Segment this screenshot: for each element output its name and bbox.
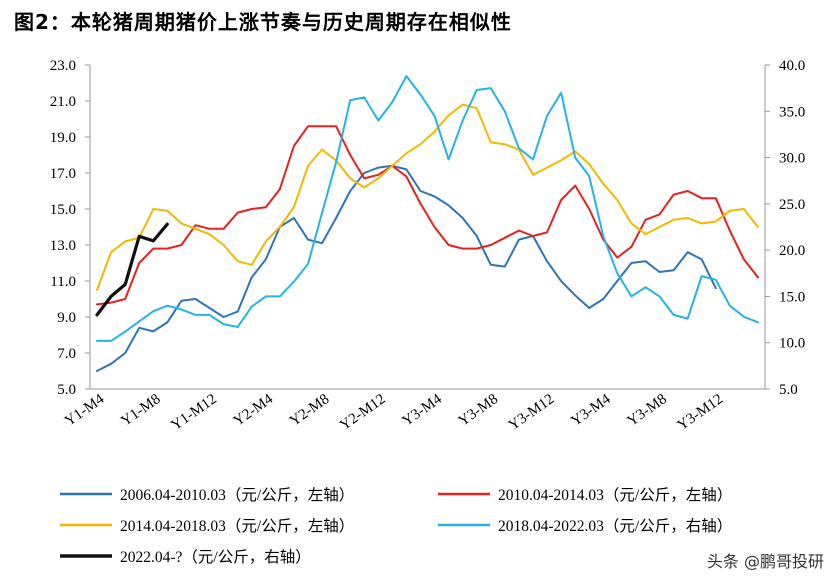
watermark: 头条 @鹏哥投研 <box>706 552 824 571</box>
chart-legend: 2006.04-2010.03（元/公斤，左轴） 2010.04-2014.03（… <box>60 486 732 566</box>
right-tick-label: 30.0 <box>779 151 805 167</box>
series-line-5 <box>95 222 169 317</box>
left-axis-ticks: 5.0 7.0 9.0 11.0 13.0 15.0 17.0 19.0 21.0 23.0 <box>50 58 90 398</box>
legend-item: 2018.04-2022.03（元/公斤，右轴） <box>438 517 732 535</box>
legend-label: 2022.04-?（元/公斤，右轴） <box>120 548 311 566</box>
legend-label: 2010.04-2014.03（元/公斤，左轴） <box>498 486 732 504</box>
series-group-3 <box>96 103 759 291</box>
left-tick-label: 7.0 <box>57 346 76 362</box>
series-group-5 <box>95 222 169 317</box>
legend-item: 2022.04-?（元/公斤，右轴） <box>60 548 311 566</box>
right-tick-label: 5.0 <box>779 382 798 398</box>
series-lines <box>95 75 759 372</box>
x-tick-label: Y3-M8 <box>624 391 669 429</box>
x-tick-label: Y3-M4 <box>399 391 445 430</box>
legend-item: 2010.04-2014.03（元/公斤，左轴） <box>438 486 732 504</box>
x-tick-label: Y2-M8 <box>287 391 332 429</box>
left-tick-label: 9.0 <box>57 310 76 326</box>
right-tick-label: 20.0 <box>779 243 805 259</box>
left-tick-label: 5.0 <box>57 382 76 398</box>
x-tick-label: Y3-M4 <box>568 391 614 430</box>
legend-label: 2018.04-2022.03（元/公斤，右轴） <box>498 517 732 535</box>
left-tick-label: 17.0 <box>50 166 76 182</box>
left-tick-label: 11.0 <box>50 274 76 290</box>
right-tick-label: 35.0 <box>779 104 805 120</box>
left-tick-label: 19.0 <box>50 130 76 146</box>
x-tick-label: Y2-M4 <box>231 391 277 430</box>
x-tick-label: Y1-M8 <box>118 391 163 429</box>
series-group-1 <box>96 164 717 372</box>
x-tick-label: Y1-M12 <box>168 391 220 434</box>
legend-label: 2006.04-2010.03（元/公斤，左轴） <box>120 486 354 504</box>
legend-item: 2014.04-2018.03（元/公斤，左轴） <box>60 517 354 535</box>
right-axis-ticks: 5.0 10.0 15.0 20.0 25.0 30.0 35.0 40.0 <box>765 58 805 398</box>
right-tick-label: 40.0 <box>779 58 805 74</box>
right-tick-label: 25.0 <box>779 197 805 213</box>
left-tick-label: 21.0 <box>50 94 76 110</box>
legend-item: 2006.04-2010.03（元/公斤，左轴） <box>60 486 354 504</box>
left-tick-label: 15.0 <box>50 202 76 218</box>
x-axis-ticks: Y1-M4 Y1-M8 Y1-M12 Y2-M4 Y2-M8 Y2-M12 Y3-M4 Y3-… <box>62 391 726 434</box>
x-tick-label: Y3-M12 <box>506 391 558 434</box>
right-tick-label: 15.0 <box>779 289 805 305</box>
legend-label: 2014.04-2018.03（元/公斤，左轴） <box>120 517 354 535</box>
chart-axes <box>89 65 766 390</box>
x-tick-label: Y3-M12 <box>675 391 727 434</box>
series-line-2 <box>96 125 759 306</box>
right-tick-label: 10.0 <box>779 336 805 352</box>
series-group-4 <box>96 75 759 342</box>
chart-title: 图2：本轮猪周期猪价上涨节奏与历史周期存在相似性 <box>14 10 512 34</box>
series-group-2 <box>96 125 759 306</box>
left-tick-label: 23.0 <box>50 58 76 74</box>
left-tick-label: 13.0 <box>50 238 76 254</box>
series-line-4 <box>96 75 759 342</box>
x-tick-label: Y2-M12 <box>337 391 389 434</box>
x-tick-label: Y3-M8 <box>456 391 501 429</box>
series-line-3 <box>96 103 759 291</box>
series-line-1 <box>96 164 717 372</box>
